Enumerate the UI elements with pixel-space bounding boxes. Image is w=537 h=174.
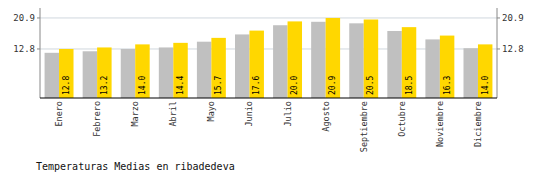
y2-tick-label: 20.9 bbox=[502, 13, 524, 23]
x-tick-label: Febrero bbox=[92, 101, 102, 137]
y-tick-label: 12.8 bbox=[13, 44, 35, 54]
data-label: 20.0 bbox=[290, 76, 299, 95]
data-label: 16.3 bbox=[443, 76, 452, 95]
bar bbox=[311, 22, 325, 98]
bar bbox=[364, 19, 378, 98]
data-label: 18.5 bbox=[405, 76, 414, 95]
bar bbox=[326, 18, 340, 98]
bar bbox=[83, 51, 97, 98]
grid-line bbox=[40, 17, 497, 18]
y-tick bbox=[37, 17, 40, 18]
bar bbox=[235, 34, 249, 98]
y2-tick-label: 12.8 bbox=[502, 44, 524, 54]
chart-container: 12.8 13.2 14.0 14.4 15.7 17.6 20.0 20.9 20.5 18.5… bbox=[0, 0, 537, 174]
bars bbox=[45, 18, 493, 98]
x-tick-label: Noviembre bbox=[435, 101, 445, 147]
title: Temperaturas Medias en ribadedeva bbox=[36, 161, 235, 172]
bar bbox=[249, 31, 263, 98]
data-label: 14.0 bbox=[481, 76, 490, 95]
bar bbox=[273, 25, 287, 98]
data-label: 12.8 bbox=[62, 76, 71, 95]
bar bbox=[288, 21, 302, 98]
data-label: 14.0 bbox=[138, 76, 147, 95]
bar bbox=[211, 38, 225, 98]
bar bbox=[387, 31, 401, 98]
data-label: 17.6 bbox=[252, 76, 261, 95]
x-tick-label: Marzo bbox=[130, 101, 140, 127]
data-label: 13.2 bbox=[100, 76, 109, 95]
bar bbox=[349, 23, 363, 98]
bar bbox=[159, 47, 173, 98]
bar bbox=[173, 43, 187, 98]
bar bbox=[197, 42, 211, 98]
x-tick-label: Agosto bbox=[321, 101, 331, 132]
data-label: 15.7 bbox=[214, 76, 223, 95]
data-label: 20.9 bbox=[328, 76, 337, 95]
bar bbox=[59, 49, 73, 98]
x-tick-label: Septiembre bbox=[359, 101, 369, 152]
y-tick bbox=[37, 48, 40, 49]
y-tick-label: 20.9 bbox=[13, 13, 35, 23]
bar bbox=[478, 44, 492, 98]
x-axis-line bbox=[40, 98, 497, 99]
x-tick-label: Abril bbox=[168, 101, 178, 127]
bar bbox=[135, 44, 149, 98]
data-label: 20.5 bbox=[366, 76, 375, 95]
x-tick-label: Octubre bbox=[397, 101, 407, 137]
x-tick-label: Mayo bbox=[206, 101, 216, 121]
x-tick-label: Diciembre bbox=[473, 101, 483, 147]
bar bbox=[440, 36, 454, 98]
y2-tick bbox=[497, 48, 500, 49]
data-label: 14.4 bbox=[176, 76, 185, 95]
bar bbox=[121, 49, 135, 98]
bar bbox=[425, 39, 439, 98]
x-tick-label: Enero bbox=[54, 101, 64, 127]
x-tick-label: Junio bbox=[244, 101, 254, 127]
chart: 12.8 13.2 14.0 14.4 15.7 17.6 20.0 20.9 20.5 18.5… bbox=[0, 0, 537, 174]
bar bbox=[463, 48, 477, 98]
y2-tick bbox=[497, 17, 500, 18]
x-tick-label: Julio bbox=[283, 101, 293, 127]
y2-axis-line bbox=[497, 8, 498, 98]
y-axis-line bbox=[40, 8, 41, 98]
bar bbox=[97, 47, 111, 98]
bar bbox=[402, 27, 416, 98]
bar bbox=[45, 53, 59, 98]
